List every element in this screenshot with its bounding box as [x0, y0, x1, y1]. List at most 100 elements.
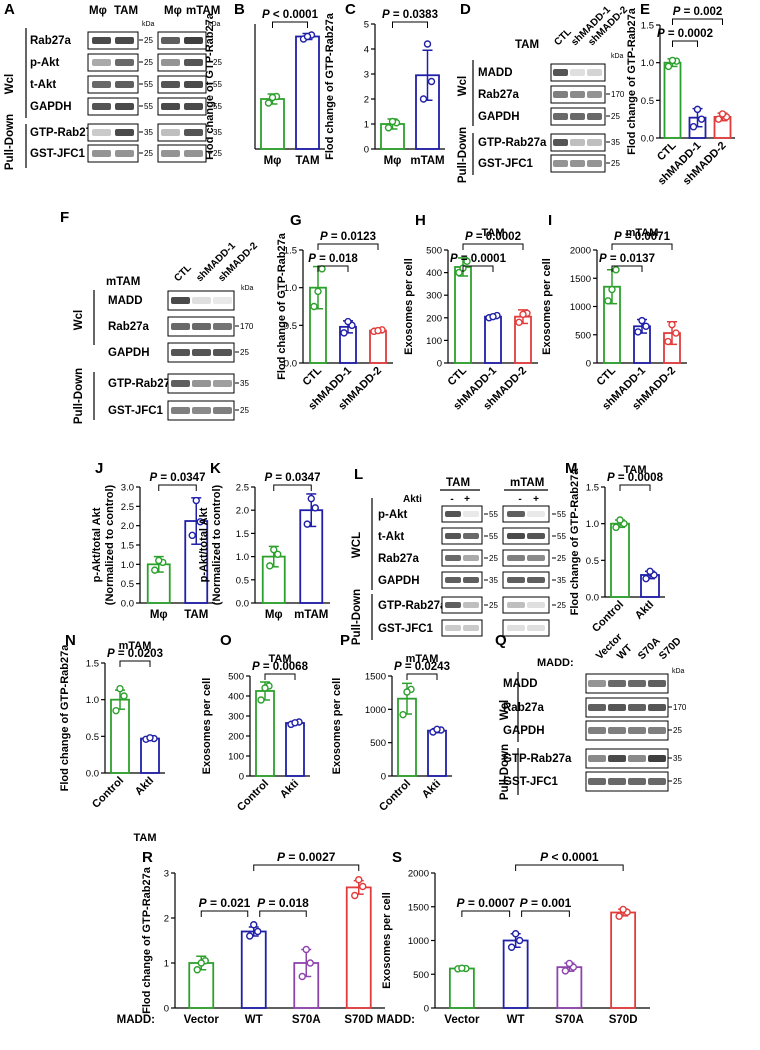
band	[648, 704, 666, 711]
sig-bracket	[272, 21, 308, 28]
band	[628, 755, 646, 762]
kda-marker: 35	[144, 128, 153, 137]
data-point	[642, 322, 650, 330]
band	[92, 37, 111, 44]
chart-title: TAM	[481, 227, 504, 239]
band	[628, 704, 646, 711]
x-tick-label: TAM	[184, 609, 208, 621]
band	[161, 81, 180, 88]
band	[445, 602, 461, 608]
sig-bracket	[406, 673, 438, 680]
blot-row-label: Rab27a	[503, 702, 545, 714]
band	[192, 323, 211, 330]
band	[628, 727, 646, 734]
y-axis-label: Flod change of GTP-Rab27a	[204, 12, 216, 160]
kda-marker: 35	[673, 754, 682, 763]
band	[588, 680, 606, 687]
band	[92, 150, 111, 157]
sig-bracket	[259, 910, 307, 917]
p-value: P = 0.0123	[320, 231, 376, 243]
blot-strip	[550, 133, 606, 152]
bar	[295, 35, 320, 150]
sig-bracket	[273, 484, 312, 491]
y-tick-label: 0	[381, 772, 386, 783]
chart-C: 0 1 2 3 4 5 Flod change of GTP-Rab27a Mφ mTAM P =…	[324, 9, 445, 167]
y-tick-label: 4	[364, 45, 369, 56]
blot-row-label: t-Akt	[378, 531, 404, 543]
band	[184, 150, 203, 157]
sig-bracket	[672, 18, 723, 25]
treatment-sign: +	[464, 494, 470, 505]
x-tick-label: CTL	[446, 364, 470, 388]
y-tick-label: 0	[586, 359, 591, 370]
data-point	[615, 912, 623, 920]
panel-label-S: S	[392, 849, 402, 866]
band	[507, 602, 525, 608]
band	[463, 602, 479, 608]
data-point	[511, 930, 520, 938]
band	[507, 577, 525, 583]
data-point	[355, 876, 363, 884]
y-tick-label: 300	[426, 291, 442, 302]
band	[648, 778, 666, 785]
blot-strip	[550, 63, 606, 82]
data-point	[291, 719, 299, 727]
panel-label-P: P	[340, 632, 350, 649]
band	[507, 555, 525, 561]
sig-bracket	[462, 243, 524, 250]
kda-marker: 170	[673, 703, 687, 712]
data-point	[318, 265, 326, 273]
kda-marker: 55	[213, 102, 222, 111]
data-point	[384, 124, 393, 132]
x-tick-label: WT	[245, 1014, 263, 1026]
data-point	[388, 117, 397, 126]
y-axis-label: p-Akt/total Akt	[91, 507, 103, 582]
data-point	[340, 329, 348, 337]
bar	[484, 315, 502, 364]
p-value: P = 0.0001	[450, 253, 507, 265]
blot-row-label: GST-JFC1	[478, 158, 534, 170]
data-point	[196, 518, 204, 526]
bar	[610, 911, 637, 1009]
y-tick-label: 0.5	[586, 556, 599, 567]
data-point	[612, 266, 620, 274]
x-tick-label: Control	[377, 778, 413, 814]
blot-row-label: GST-JFC1	[108, 405, 164, 417]
y-tick-label: 0.0	[641, 134, 654, 145]
y-tick-label: 0	[364, 145, 369, 156]
p-value: P = 0.0383	[382, 9, 438, 21]
band	[92, 129, 111, 136]
band	[192, 407, 211, 414]
blot-row-label: GTP-Rab27a	[30, 127, 99, 139]
y-tick-label: 2000	[570, 246, 591, 257]
band	[463, 511, 479, 517]
kda-marker: 55	[144, 80, 153, 89]
panel-label-C: C	[345, 1, 356, 18]
band	[570, 113, 585, 120]
chart-title: mTAM	[406, 653, 439, 665]
sig-bracket	[461, 910, 511, 917]
blot-row-label: Rab27a	[108, 321, 150, 333]
band	[587, 160, 602, 167]
y-tick-label: 3	[364, 70, 369, 81]
chart-title: TAM	[623, 464, 646, 476]
sig-bracket	[253, 864, 360, 871]
band	[587, 91, 602, 98]
x-tick-label: Control	[235, 778, 271, 814]
band	[648, 680, 666, 687]
y-tick-label: 0.0	[86, 769, 99, 780]
data-point	[116, 684, 124, 693]
data-point	[197, 959, 205, 967]
bar	[663, 61, 682, 139]
lane-header: S70D	[657, 635, 684, 662]
data-point	[146, 734, 154, 742]
bar	[502, 939, 529, 1009]
chart-title: mTAM	[626, 227, 659, 239]
blot-section-label: Pull-Down	[73, 368, 85, 424]
p-value: P = 0.0008	[607, 472, 664, 484]
treatment-sign: -	[450, 494, 453, 505]
blot-section-label: Wcl	[499, 700, 511, 720]
y-tick-label: 3.0	[121, 483, 134, 494]
p-value: P = 0.021	[199, 896, 251, 910]
